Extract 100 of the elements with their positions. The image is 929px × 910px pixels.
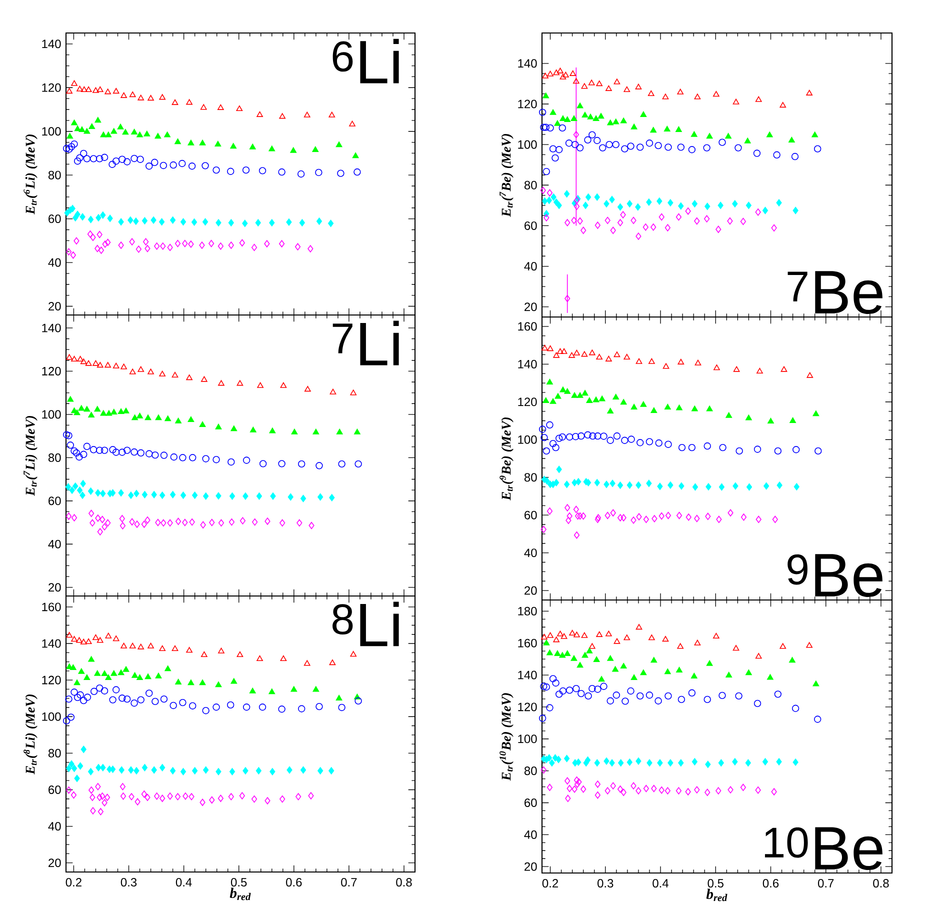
point xyxy=(574,531,580,539)
point xyxy=(544,214,550,222)
x-tick-label: 0.6 xyxy=(286,878,302,887)
point xyxy=(74,237,80,244)
point xyxy=(651,784,657,792)
point xyxy=(543,640,550,646)
point xyxy=(76,486,83,494)
point xyxy=(74,157,82,165)
point xyxy=(617,219,624,226)
point xyxy=(329,659,336,666)
point xyxy=(678,482,684,490)
point xyxy=(94,117,102,123)
point xyxy=(259,460,267,468)
point xyxy=(95,783,101,790)
point xyxy=(80,746,86,753)
point xyxy=(128,793,134,800)
point xyxy=(732,645,740,651)
point xyxy=(80,450,88,458)
point xyxy=(297,170,305,178)
point xyxy=(568,352,575,358)
point xyxy=(694,514,700,522)
y-tick-label: 80 xyxy=(524,473,537,482)
point xyxy=(636,624,642,630)
point xyxy=(606,356,612,362)
point xyxy=(78,668,85,674)
point xyxy=(94,244,100,252)
point xyxy=(620,514,626,522)
point xyxy=(96,230,102,238)
point xyxy=(318,493,324,501)
point xyxy=(182,518,188,526)
point xyxy=(144,516,150,524)
point xyxy=(746,670,752,676)
point xyxy=(62,717,70,724)
point xyxy=(578,432,585,440)
point xyxy=(69,486,75,494)
point xyxy=(136,156,144,163)
point xyxy=(650,407,658,413)
point xyxy=(136,132,143,138)
point xyxy=(228,793,234,800)
point xyxy=(279,113,286,119)
point xyxy=(118,694,126,702)
point xyxy=(100,490,106,498)
point xyxy=(542,447,550,455)
point xyxy=(596,80,602,86)
point xyxy=(643,516,649,524)
point xyxy=(92,360,99,366)
point xyxy=(189,518,195,526)
point xyxy=(594,780,600,788)
point xyxy=(132,414,138,420)
point xyxy=(732,98,740,104)
point xyxy=(549,675,557,682)
point xyxy=(100,792,106,800)
point xyxy=(814,447,822,455)
point xyxy=(726,412,732,418)
point xyxy=(546,508,553,515)
point xyxy=(242,767,248,774)
point xyxy=(756,516,762,524)
point xyxy=(85,638,92,644)
point xyxy=(564,116,571,122)
point xyxy=(704,696,711,704)
point xyxy=(256,111,263,117)
point xyxy=(704,442,711,450)
point xyxy=(242,166,250,174)
point xyxy=(571,140,579,148)
point xyxy=(164,666,172,672)
point xyxy=(554,479,560,486)
point xyxy=(610,480,616,487)
point xyxy=(792,704,800,712)
point xyxy=(270,492,276,500)
point xyxy=(624,634,630,640)
y-tick-label: 140 xyxy=(42,324,61,332)
point xyxy=(68,143,76,150)
point xyxy=(566,686,574,694)
point xyxy=(598,396,606,402)
point xyxy=(66,442,74,449)
point xyxy=(620,788,626,796)
point xyxy=(100,764,106,772)
point xyxy=(754,446,762,453)
point xyxy=(705,760,711,768)
point xyxy=(100,154,108,161)
y-tick-label: 40 xyxy=(524,262,537,271)
point xyxy=(566,512,572,520)
point xyxy=(792,446,800,454)
point xyxy=(164,416,172,422)
point xyxy=(120,783,126,790)
point xyxy=(212,456,220,464)
point xyxy=(350,390,357,396)
y-tick-label: 100 xyxy=(42,712,61,721)
point xyxy=(547,70,554,76)
point xyxy=(735,692,742,700)
point xyxy=(552,754,558,762)
point xyxy=(239,792,245,800)
point xyxy=(650,126,657,133)
point xyxy=(142,764,148,772)
point xyxy=(329,494,335,502)
point xyxy=(692,483,698,491)
point xyxy=(610,509,616,516)
point xyxy=(66,354,72,360)
point xyxy=(189,702,196,710)
point xyxy=(746,202,752,210)
